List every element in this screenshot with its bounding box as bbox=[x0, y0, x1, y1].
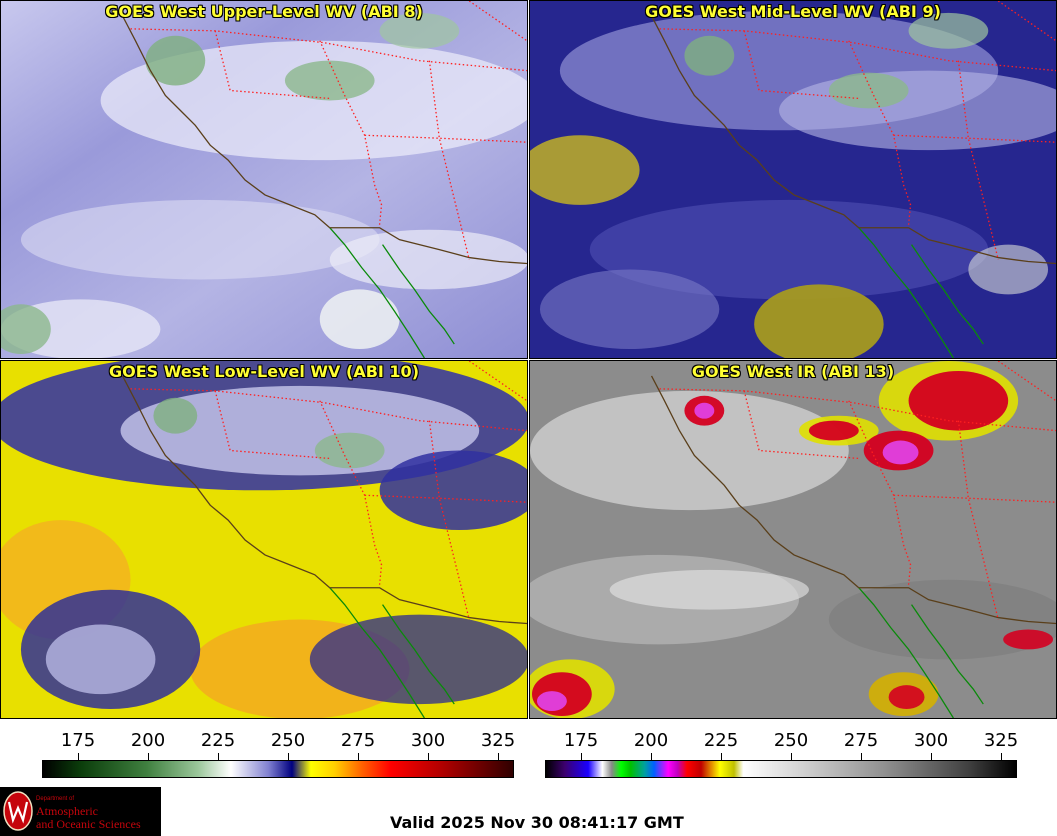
wv-low-image bbox=[1, 361, 527, 718]
wv-colorbar: 175 200 225 250 275 300 325 bbox=[0, 722, 528, 782]
ir-colorbar-ticks: 175 200 225 250 275 300 325 bbox=[529, 730, 1057, 754]
uw-crest-icon bbox=[3, 791, 33, 831]
logo-dept-text: Department of bbox=[36, 796, 75, 802]
tick-label: 175 bbox=[60, 730, 96, 751]
logo-line1: Atmospheric bbox=[36, 804, 98, 818]
valid-time-label: Valid 2025 Nov 30 08:41:17 GMT bbox=[390, 813, 684, 832]
ir-colorbar-gradient bbox=[545, 760, 1017, 778]
tick-label: 250 bbox=[270, 730, 306, 751]
tick-label: 200 bbox=[130, 730, 166, 751]
panel-ir: GOES West IR (ABI 13) bbox=[529, 360, 1057, 719]
panel-title: GOES West Upper-Level WV (ABI 8) bbox=[105, 2, 423, 21]
wv-colorbar-ticks: 175 200 225 250 275 300 325 bbox=[0, 730, 528, 754]
tick-label: 250 bbox=[773, 730, 809, 751]
tick-label: 225 bbox=[200, 730, 236, 751]
aos-logo: Department of Atmospheric and Oceanic Sc… bbox=[0, 787, 161, 836]
panel-upper-level-wv: GOES West Upper-Level WV (ABI 8) bbox=[0, 0, 528, 359]
ir-image bbox=[530, 361, 1056, 718]
tick-label: 225 bbox=[703, 730, 739, 751]
tick-label: 275 bbox=[843, 730, 879, 751]
tick-label: 275 bbox=[340, 730, 376, 751]
tick-label: 325 bbox=[480, 730, 516, 751]
panel-title: GOES West Mid-Level WV (ABI 9) bbox=[645, 2, 941, 21]
tick-label: 175 bbox=[563, 730, 599, 751]
panel-low-level-wv: GOES West Low-Level WV (ABI 10) bbox=[0, 360, 528, 719]
logo-line2: and Oceanic Sciences bbox=[36, 817, 141, 831]
tick-label: 300 bbox=[410, 730, 446, 751]
panel-title: GOES West IR (ABI 13) bbox=[691, 362, 895, 381]
wv-upper-image bbox=[1, 1, 527, 358]
wv-mid-image bbox=[530, 1, 1056, 358]
tick-label: 325 bbox=[983, 730, 1019, 751]
ir-colorbar: 175 200 225 250 275 300 325 bbox=[529, 722, 1057, 782]
panel-title: GOES West Low-Level WV (ABI 10) bbox=[108, 362, 419, 381]
panel-mid-level-wv: GOES West Mid-Level WV (ABI 9) bbox=[529, 0, 1057, 359]
wv-colorbar-gradient bbox=[42, 760, 514, 778]
tick-label: 200 bbox=[633, 730, 669, 751]
tick-label: 300 bbox=[913, 730, 949, 751]
